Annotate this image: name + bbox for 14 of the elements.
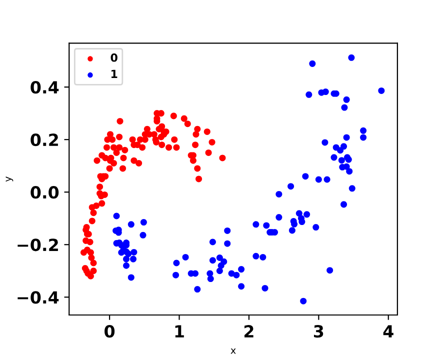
y-axis-title: y [6, 176, 14, 182]
x-tick-label: 4 [383, 325, 394, 338]
y-tick-label: −0.4 [18, 291, 59, 304]
y-tick-label: 0.4 [30, 81, 59, 94]
x-axis-title: x [230, 348, 236, 354]
legend-label: 0 [110, 53, 118, 62]
x-tick-label: 1 [175, 325, 184, 338]
x-tick-label: 0 [104, 325, 115, 338]
y-tick-label: 0.2 [30, 134, 58, 146]
x-tick-label: 2 [244, 325, 254, 338]
y-tick-label: 0.0 [30, 186, 59, 199]
legend-label: 1 [111, 70, 118, 78]
x-tick-label: 3 [314, 325, 324, 338]
y-tick-label: −0.2 [18, 238, 58, 252]
